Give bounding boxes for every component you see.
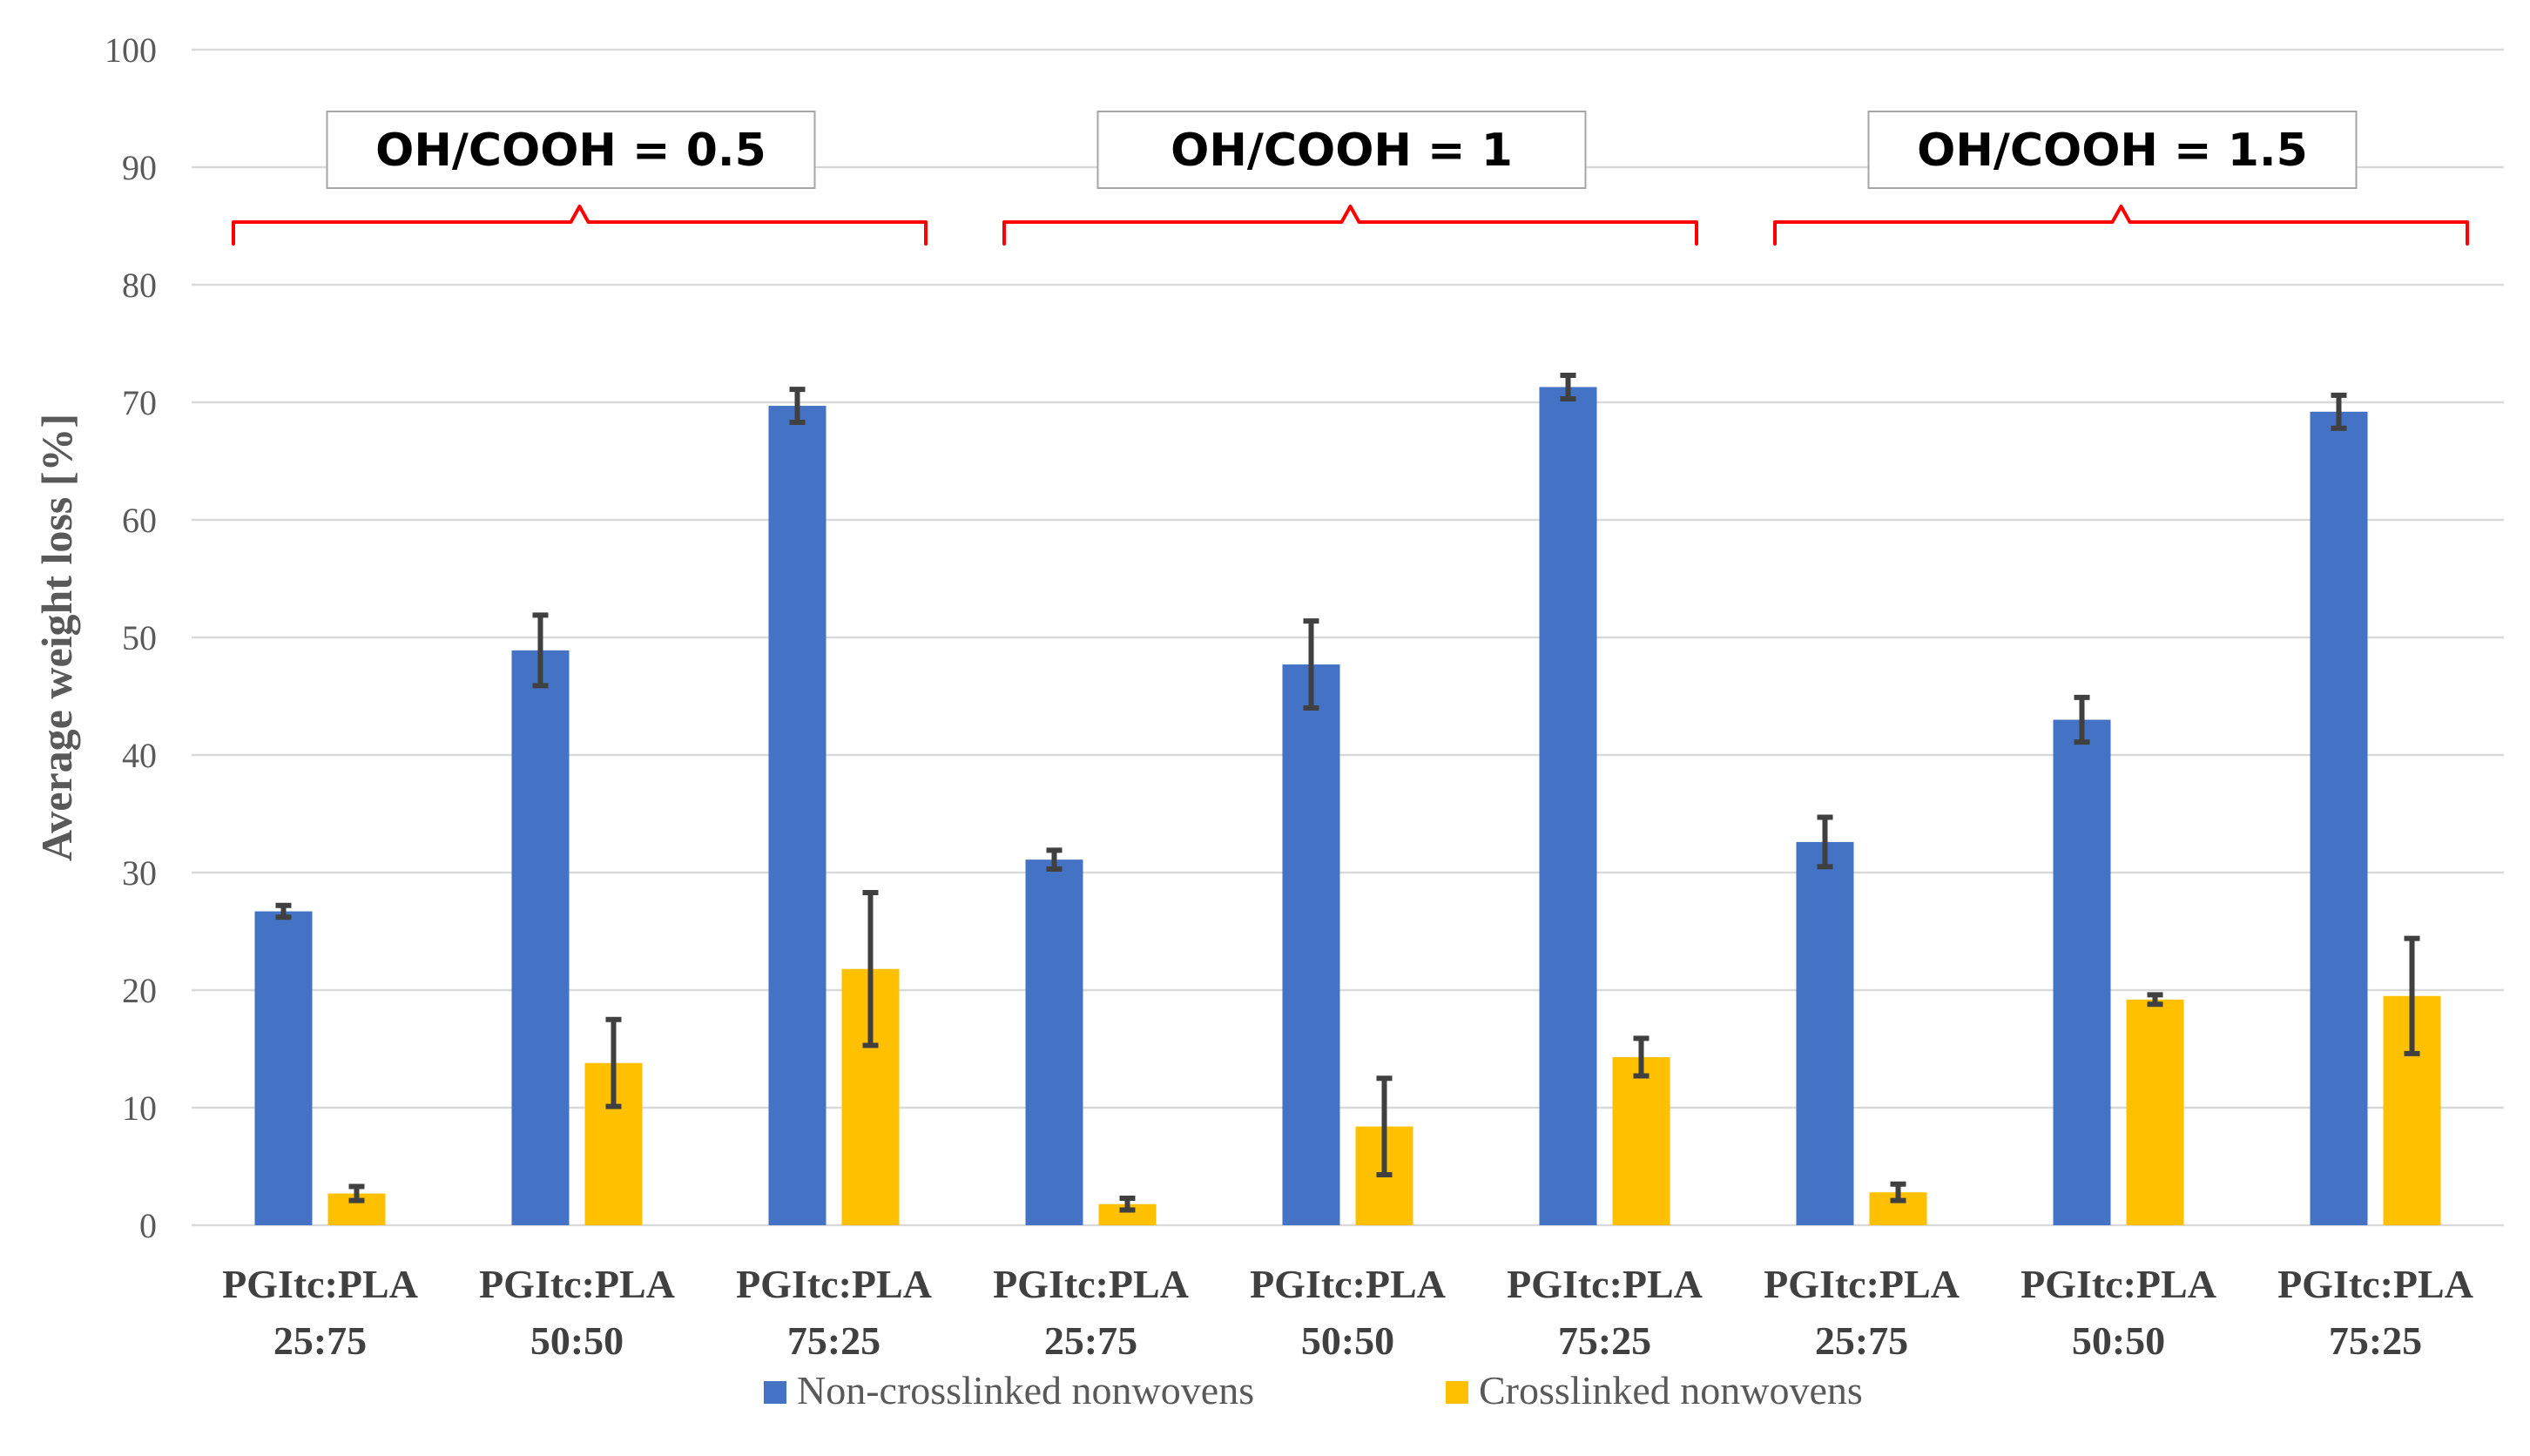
bar-crosslinked [1612,1056,1670,1225]
y-tick-label: 90 [122,148,157,187]
group-bracket [1773,205,2469,246]
y-tick-label: 30 [122,853,157,893]
x-tick-label: 50:50 [530,1318,624,1363]
group-label: OH/COOH = 1.5 [1917,125,2308,177]
bar-non-crosslinked [1539,387,1597,1225]
x-tick-label: PGItc:PLA [736,1262,932,1306]
x-tick-label: 25:75 [1815,1318,1908,1363]
bar-non-crosslinked [254,911,313,1225]
x-tick-label: PGItc:PLA [1764,1262,1960,1306]
y-tick-label: 80 [122,266,157,305]
bar-non-crosslinked [1796,841,1854,1225]
x-tick-label: PGItc:PLA [479,1262,675,1306]
bar-non-crosslinked [1282,664,1340,1225]
y-tick-label: 40 [122,736,157,775]
x-tick-label: 75:25 [1558,1318,1651,1363]
group-bracket [1002,205,1698,246]
x-tick-label: 25:75 [273,1318,367,1363]
y-tick-label: 20 [122,971,157,1010]
group-label: OH/COOH = 0.5 [375,125,766,177]
legend-swatch-non-crosslinked [764,1381,786,1404]
y-tick-label: 60 [122,501,157,540]
group-bracket [232,205,928,246]
y-tick-label: 0 [139,1206,157,1245]
y-tick-label: 70 [122,383,157,422]
x-tick-label: PGItc:PLA [222,1262,418,1306]
x-tick-label: PGItc:PLA [993,1262,1189,1306]
x-tick-label: 75:25 [2329,1318,2422,1363]
bar-non-crosslinked [768,406,826,1225]
bar-non-crosslinked [2310,411,2368,1225]
x-tick-label: PGItc:PLA [1507,1262,1703,1306]
y-axis-label: Average weight loss [%] [32,414,81,861]
x-tick-label: 75:25 [787,1318,880,1363]
legend-swatch-crosslinked [1446,1381,1468,1404]
group-label: OH/COOH = 1 [1171,125,1513,177]
group-label-box [1867,111,2358,189]
y-tick-label: 50 [122,618,157,657]
y-tick-label: 100 [105,30,157,70]
group-label-box [1096,111,1587,189]
x-tick-label: 25:75 [1044,1318,1137,1363]
group-label-box [326,111,816,189]
legend-label: Crosslinked nonwovens [1479,1368,1863,1412]
x-tick-label: PGItc:PLA [2277,1262,2473,1306]
y-tick-label: 10 [122,1089,157,1128]
legend-label: Non-crosslinked nonwovens [797,1368,1254,1412]
x-tick-label: PGItc:PLA [1250,1262,1446,1306]
bar-non-crosslinked [511,650,570,1225]
x-tick-label: 50:50 [2072,1318,2165,1363]
bar-non-crosslinked [1025,859,1083,1225]
x-tick-label: PGItc:PLA [2021,1262,2216,1306]
bar-non-crosslinked [2053,719,2111,1225]
bar-crosslinked [2126,999,2184,1225]
x-tick-label: 50:50 [1301,1318,1394,1363]
